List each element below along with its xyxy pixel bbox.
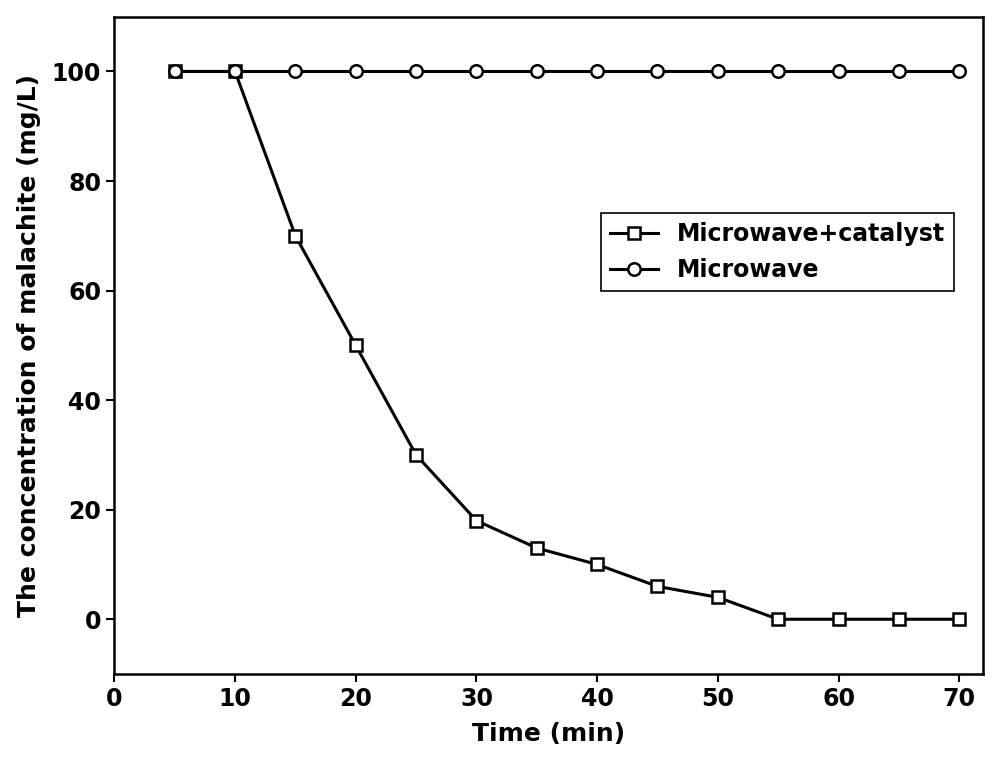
- Microwave: [833, 67, 845, 76]
- X-axis label: Time (min): Time (min): [472, 723, 625, 746]
- Line: Microwave: Microwave: [168, 65, 965, 78]
- Line: Microwave+catalyst: Microwave+catalyst: [168, 65, 965, 626]
- Legend: Microwave+catalyst, Microwave: Microwave+catalyst, Microwave: [601, 213, 954, 291]
- Microwave: [289, 67, 301, 76]
- Microwave: [651, 67, 663, 76]
- Microwave+catalyst: [229, 67, 241, 76]
- Microwave: [470, 67, 482, 76]
- Microwave: [772, 67, 784, 76]
- Microwave+catalyst: [833, 615, 845, 624]
- Microwave+catalyst: [772, 615, 784, 624]
- Microwave: [953, 67, 965, 76]
- Microwave: [169, 67, 181, 76]
- Microwave+catalyst: [893, 615, 905, 624]
- Microwave: [591, 67, 603, 76]
- Microwave+catalyst: [651, 582, 663, 591]
- Microwave+catalyst: [531, 543, 543, 552]
- Microwave+catalyst: [953, 615, 965, 624]
- Microwave+catalyst: [169, 67, 181, 76]
- Microwave: [531, 67, 543, 76]
- Microwave: [350, 67, 362, 76]
- Microwave+catalyst: [470, 516, 482, 525]
- Microwave+catalyst: [591, 560, 603, 569]
- Microwave+catalyst: [350, 341, 362, 350]
- Microwave: [893, 67, 905, 76]
- Microwave+catalyst: [712, 593, 724, 602]
- Microwave: [229, 67, 241, 76]
- Microwave: [410, 67, 422, 76]
- Microwave+catalyst: [410, 450, 422, 459]
- Microwave: [712, 67, 724, 76]
- Y-axis label: The concentration of malachite (mg/L): The concentration of malachite (mg/L): [17, 74, 41, 617]
- Microwave+catalyst: [289, 231, 301, 240]
